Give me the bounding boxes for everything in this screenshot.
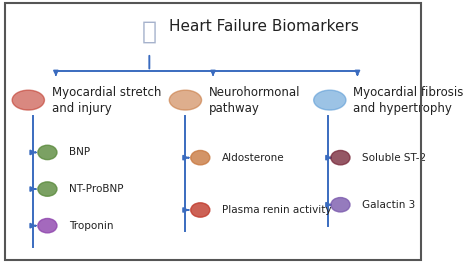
Circle shape bbox=[169, 90, 201, 110]
Ellipse shape bbox=[38, 182, 57, 196]
Ellipse shape bbox=[191, 150, 210, 165]
Circle shape bbox=[12, 90, 45, 110]
Ellipse shape bbox=[191, 203, 210, 217]
Ellipse shape bbox=[38, 219, 57, 233]
Text: Myocardial stretch
and injury: Myocardial stretch and injury bbox=[52, 86, 161, 115]
Text: NT-ProBNP: NT-ProBNP bbox=[69, 184, 123, 194]
Text: Plasma renin activity: Plasma renin activity bbox=[221, 205, 331, 215]
Text: Soluble ST-2: Soluble ST-2 bbox=[362, 153, 426, 163]
Ellipse shape bbox=[331, 198, 350, 212]
Text: Neurohormonal
pathway: Neurohormonal pathway bbox=[209, 86, 301, 115]
Text: Galactin 3: Galactin 3 bbox=[362, 200, 415, 210]
Text: Troponin: Troponin bbox=[69, 221, 113, 231]
Text: Myocardial fibrosis
and hypertrophy: Myocardial fibrosis and hypertrophy bbox=[353, 86, 464, 115]
Ellipse shape bbox=[38, 145, 57, 160]
Circle shape bbox=[314, 90, 346, 110]
Text: Heart Failure Biomarkers: Heart Failure Biomarkers bbox=[169, 19, 359, 34]
Ellipse shape bbox=[331, 150, 350, 165]
Text: Aldosterone: Aldosterone bbox=[221, 153, 284, 163]
Text: BNP: BNP bbox=[69, 148, 90, 158]
Text: 🫀: 🫀 bbox=[142, 20, 157, 44]
